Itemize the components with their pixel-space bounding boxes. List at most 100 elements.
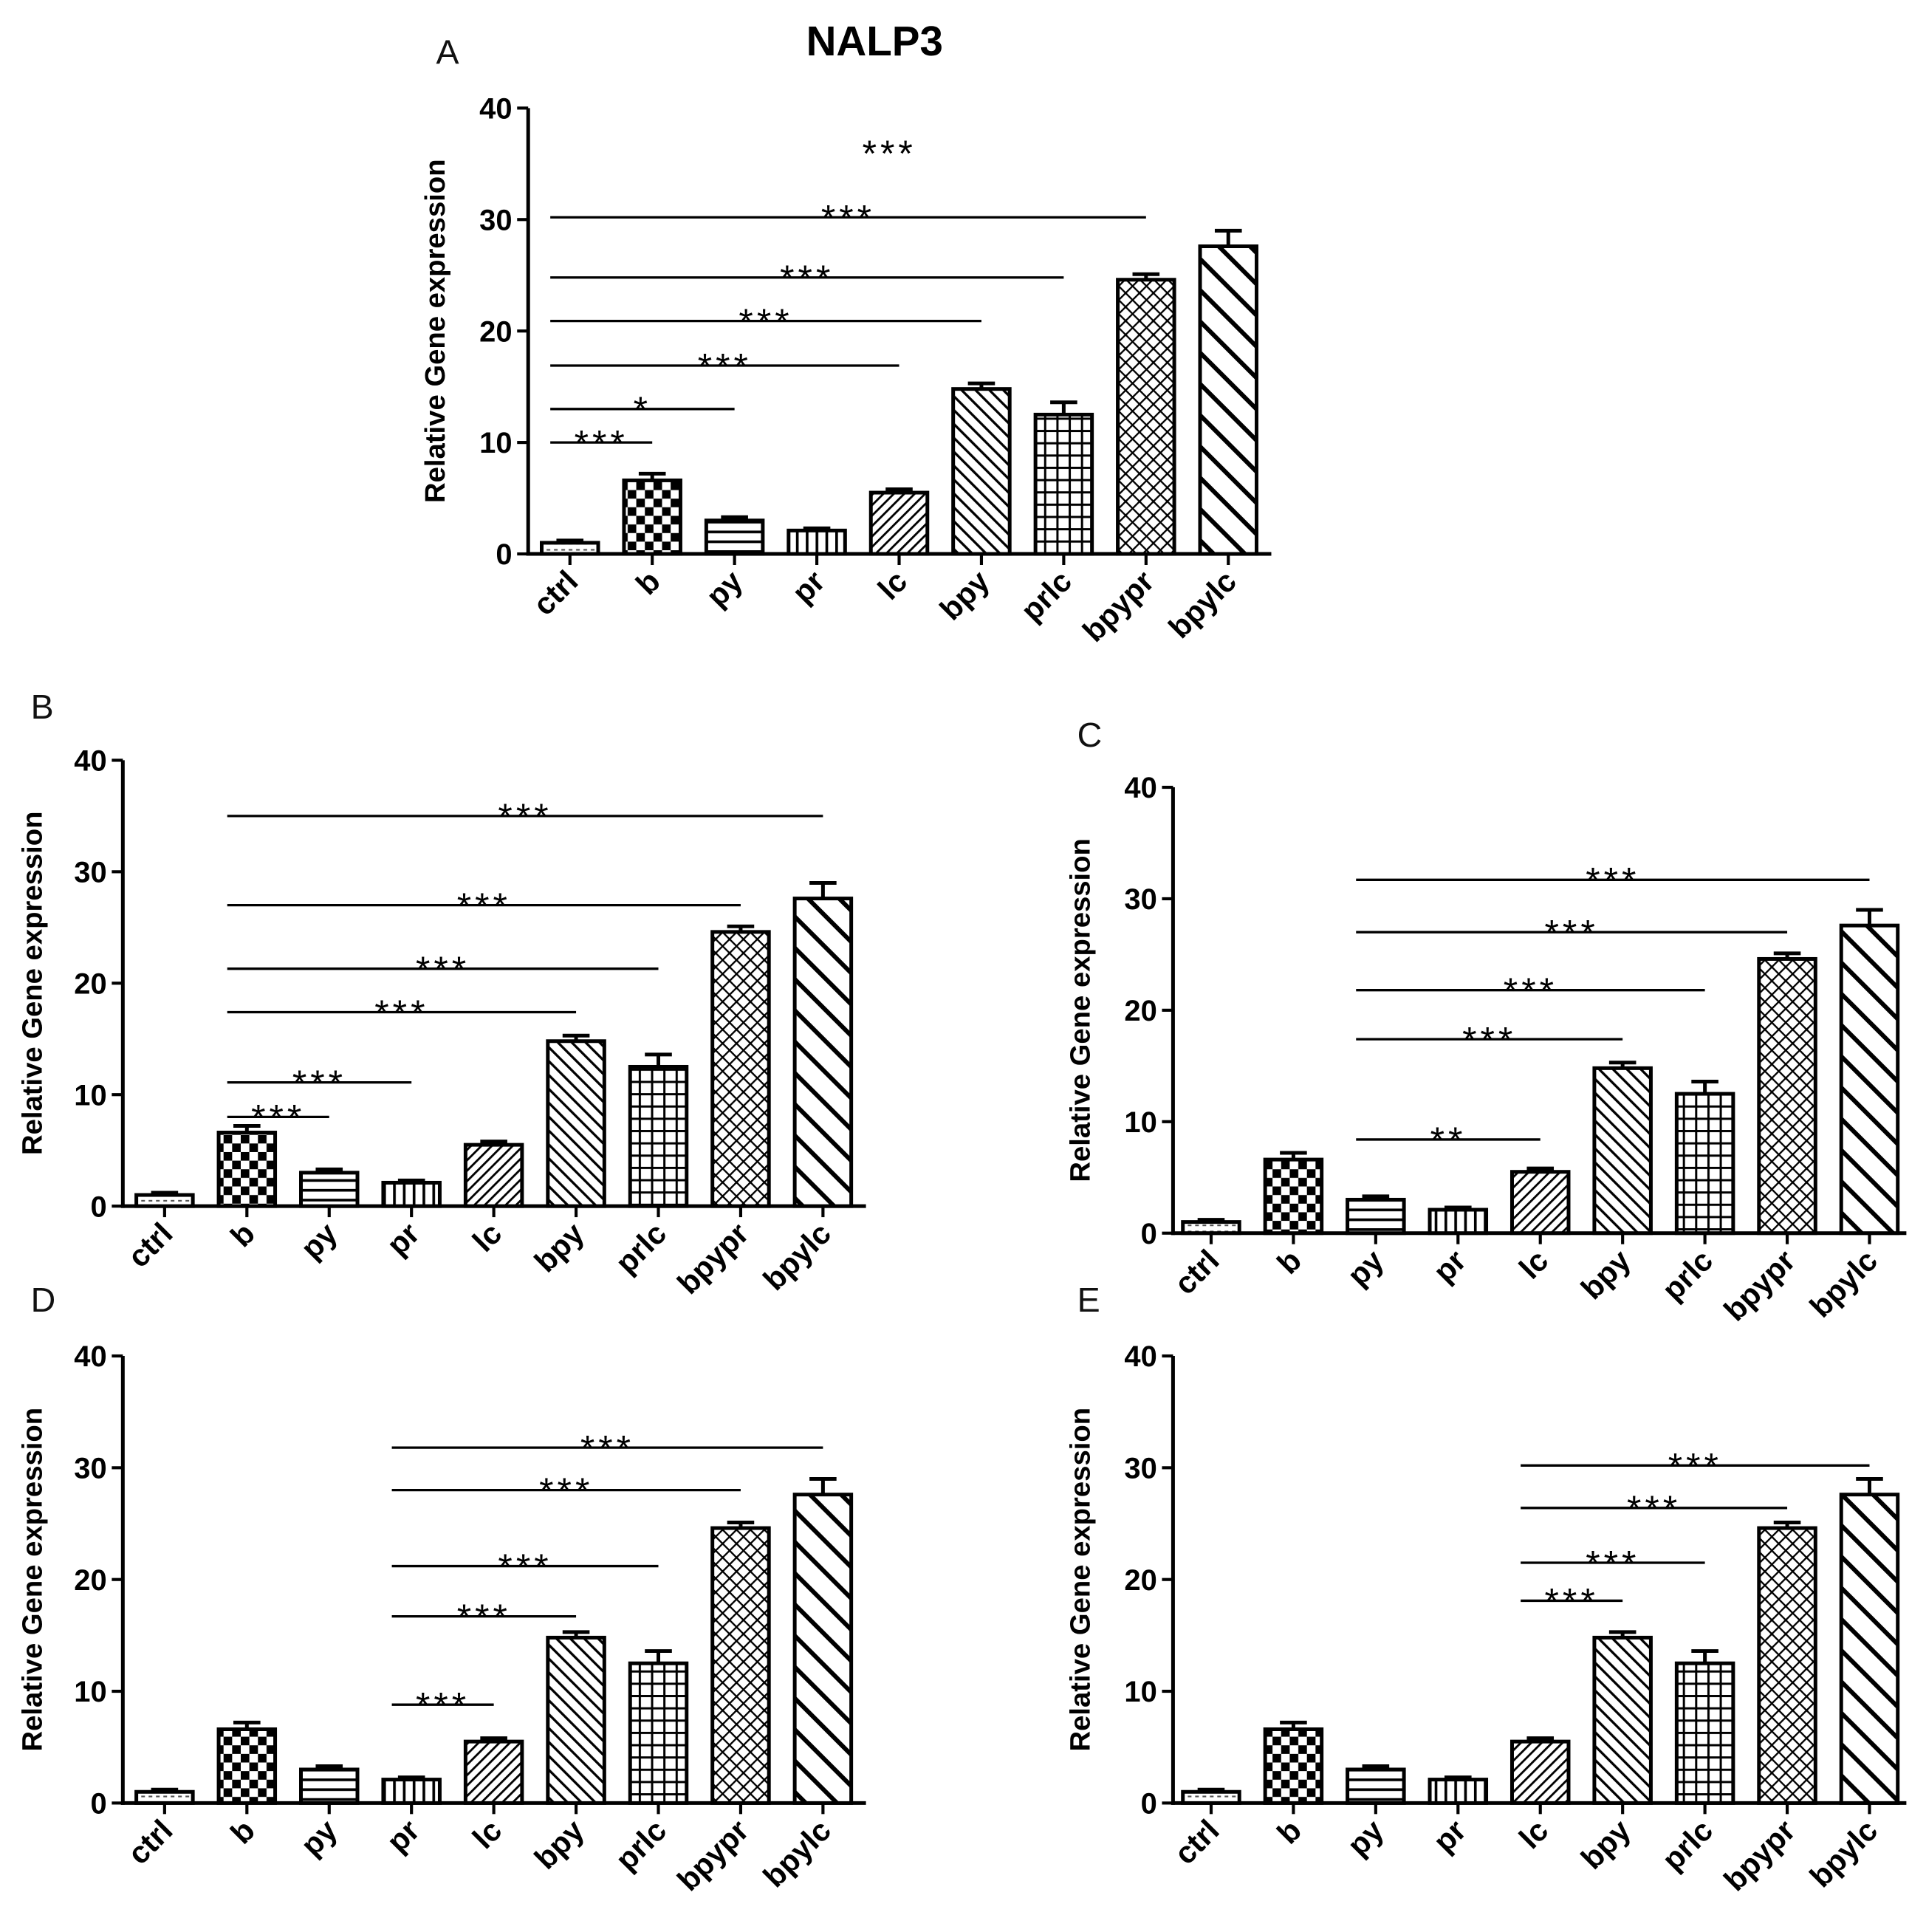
bar-bpypr <box>1116 278 1176 556</box>
x-tick-label: lc <box>466 1216 509 1258</box>
y-tick-label: 0 <box>1141 1788 1157 1820</box>
significance-label: *** <box>698 346 752 387</box>
significance-label: *** <box>498 1546 552 1588</box>
significance-label: *** <box>863 133 916 174</box>
y-tick-label: 0 <box>90 1191 106 1223</box>
bar-b <box>216 1727 278 1805</box>
x-tick-label: pr <box>1426 1812 1473 1859</box>
x-tick-label: bpylc <box>756 1216 837 1297</box>
bar-lc <box>1509 1170 1571 1236</box>
bar-prlc <box>628 1064 689 1208</box>
y-axis-label: Relative Gene expression <box>17 1408 49 1752</box>
x-tick-label: pr <box>380 1216 426 1262</box>
bar-b <box>622 478 682 556</box>
bar-bpypr <box>710 1526 771 1805</box>
bar-py <box>299 1767 360 1805</box>
x-tick-label: ctrl <box>121 1812 179 1871</box>
bar-ctrl <box>1181 1789 1241 1805</box>
y-tick-label: 0 <box>90 1788 106 1820</box>
bar-bpy <box>546 1039 606 1208</box>
x-tick-label: ctrl <box>121 1216 179 1274</box>
x-tick-label: b <box>1270 1812 1308 1850</box>
x-tick-label: b <box>224 1216 261 1253</box>
bar-pr <box>1428 1778 1489 1805</box>
significance-label: *** <box>821 198 875 239</box>
x-tick-label: b <box>629 564 667 601</box>
bar-bpy <box>546 1635 606 1805</box>
panel-label: E <box>1077 1281 1100 1319</box>
y-tick-label: 10 <box>74 1676 106 1708</box>
significance-label: *** <box>1462 1019 1516 1061</box>
y-tick-label: 30 <box>74 1452 106 1484</box>
significance-label: *** <box>1545 913 1599 954</box>
bar-py <box>1346 1197 1406 1236</box>
figure-title: NALP3 <box>806 18 943 64</box>
bar-b <box>1263 1727 1324 1805</box>
significance-label: *** <box>539 1470 593 1512</box>
y-axis-label: Relative Gene expression <box>17 812 49 1156</box>
significance-label: *** <box>575 422 628 464</box>
x-tick-label: bpy <box>1574 1243 1637 1306</box>
bar-pr <box>381 1778 442 1805</box>
y-tick-label: 0 <box>496 538 512 571</box>
bar-py <box>1346 1767 1406 1805</box>
y-tick-label: 10 <box>1124 1676 1156 1708</box>
y-tick-label: 10 <box>479 427 512 459</box>
bar-ctrl <box>134 1789 195 1805</box>
x-tick-label: bpypr <box>671 1812 755 1897</box>
significance-label: *** <box>416 949 470 990</box>
bar-bpypr <box>1757 956 1817 1236</box>
bar-lc <box>1509 1739 1571 1805</box>
bar-bpylc <box>792 1493 854 1805</box>
x-tick-label: prlc <box>609 1812 673 1877</box>
significance-label: *** <box>1668 1446 1722 1487</box>
x-tick-label: bpypr <box>1717 1812 1802 1897</box>
bar-bpylc <box>1839 923 1900 1236</box>
y-tick-label: 20 <box>479 315 512 348</box>
y-tick-label: 20 <box>1124 995 1156 1027</box>
bar-bpy <box>1592 1635 1653 1805</box>
significance-label: *** <box>1545 1581 1599 1623</box>
significance-label: * <box>634 389 651 431</box>
bar-py <box>299 1171 360 1208</box>
y-tick-label: 30 <box>1124 1452 1156 1484</box>
x-tick-label: py <box>294 1216 344 1266</box>
x-tick-label: bpylc <box>1162 564 1243 645</box>
bar-ctrl <box>134 1193 195 1208</box>
bar-bpylc <box>792 897 854 1208</box>
x-tick-label: pr <box>1426 1243 1473 1289</box>
y-tick-label: 20 <box>1124 1564 1156 1597</box>
x-tick-label: lc <box>1512 1243 1555 1286</box>
bar-prlc <box>1674 1092 1735 1236</box>
x-tick-label: py <box>1340 1243 1391 1293</box>
bar-ctrl <box>1181 1220 1241 1236</box>
bar-ctrl <box>540 541 600 556</box>
bar-bpylc <box>1839 1493 1900 1805</box>
y-axis-label: Relative Gene expression <box>1064 838 1096 1182</box>
x-tick-label: lc <box>466 1812 509 1855</box>
x-tick-label: bpy <box>527 1812 590 1875</box>
significance-label: *** <box>1586 1543 1639 1584</box>
x-tick-label: prlc <box>1655 1243 1719 1307</box>
y-tick-label: 10 <box>74 1079 106 1111</box>
significance-label: *** <box>292 1063 346 1104</box>
y-tick-label: 30 <box>74 856 106 888</box>
bar-pr <box>1428 1208 1489 1236</box>
panel-label: B <box>31 688 54 726</box>
bar-bpylc <box>1198 244 1259 556</box>
bar-lc <box>868 490 930 556</box>
y-tick-label: 10 <box>1124 1106 1156 1139</box>
x-tick-label: b <box>224 1812 261 1850</box>
x-tick-label: py <box>294 1812 344 1863</box>
x-tick-label: prlc <box>1655 1812 1719 1877</box>
y-tick-label: 20 <box>74 1564 106 1597</box>
y-axis-label: Relative Gene expression <box>419 159 451 503</box>
bar-bpy <box>1592 1066 1653 1236</box>
panel-label: D <box>31 1281 56 1319</box>
